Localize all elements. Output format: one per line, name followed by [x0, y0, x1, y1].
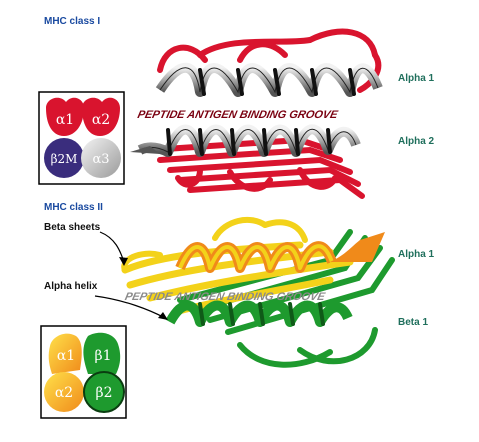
- mhc2-structure: PEPTIDE ANTIGEN BINDING GROOVE: [94, 216, 395, 368]
- mhc1-domain-a3-label: α3: [92, 152, 109, 167]
- mhc1-groove-label: PEPTIDE ANTIGEN BINDING GROOVE: [136, 109, 339, 121]
- mhc2-domain-a1: [48, 333, 82, 374]
- mhc2-pointer-arrows: [94, 231, 168, 320]
- mhc1-domain-a1: [46, 97, 84, 136]
- mhc1-title: MHC class I: [44, 16, 101, 27]
- mhc1-domain-a2-label: α2: [92, 112, 110, 128]
- mhc2-domain-b2-label: β2: [95, 385, 112, 401]
- mhc1-domain-a3: [81, 138, 121, 178]
- mhc1-domain-b2m: [44, 138, 84, 178]
- mhc1-grey-tail: [130, 146, 160, 154]
- beta-sheets-label: Beta sheets: [44, 222, 101, 233]
- mhc1-helix-alpha1: [155, 62, 383, 97]
- mhc2-title: MHC class II: [44, 202, 103, 213]
- mhc1-label-alpha1: Alpha 1: [398, 73, 435, 84]
- alpha-helix-label: Alpha helix: [44, 281, 98, 292]
- mhc2-helix-beta1: [165, 300, 353, 327]
- mhc2-domain-b1: [83, 332, 121, 374]
- alpha-helix-arrowhead: [158, 312, 168, 320]
- mhc2-domain-a2: [44, 372, 84, 412]
- mhc2-domain-a2-label: α2: [55, 385, 73, 401]
- mhc1-helix-alpha2: [137, 124, 361, 157]
- mhc2-label-beta1: Beta 1: [398, 317, 429, 328]
- mhc1-structure: PEPTIDE ANTIGEN BINDING GROOVE: [130, 28, 383, 199]
- mhc1-label-alpha2: Alpha 2: [398, 136, 435, 147]
- mhc2-domain-a1-label: α1: [57, 348, 75, 364]
- mhc1-domain-a1-label: α1: [56, 112, 74, 128]
- mhc2-helix-alpha1: [175, 232, 385, 273]
- mhc1-bottom-loops: [175, 167, 338, 192]
- mhc2-label-alpha1: Alpha 1: [398, 249, 435, 260]
- mhc2-yellow-loops: [121, 216, 308, 273]
- mhc2-domain-legend: α1 β1 α2 β2: [40, 325, 127, 419]
- beta-sheets-arrowhead: [119, 257, 128, 266]
- mhc2-domain-b1-label: β1: [94, 348, 111, 364]
- mhc2-domain-b2: [83, 371, 125, 413]
- mhc2-groove-label: PEPTIDE ANTIGEN BINDING GROOVE: [124, 291, 327, 303]
- mhc1-domain-legend: α1 α2 β2M α3: [38, 91, 125, 185]
- mhc1-domain-a2: [82, 97, 120, 136]
- mhc1-domain-b2m-label: β2M: [51, 152, 78, 166]
